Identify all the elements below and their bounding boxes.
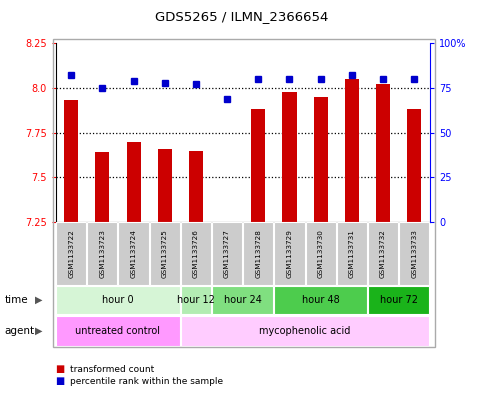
Text: mycophenolic acid: mycophenolic acid [259, 326, 351, 336]
Bar [283, 92, 297, 222]
Text: time: time [5, 295, 28, 305]
Text: hour 0: hour 0 [102, 295, 134, 305]
Text: GSM1133729: GSM1133729 [286, 229, 293, 278]
Text: percentile rank within the sample: percentile rank within the sample [70, 377, 223, 386]
Text: GSM1133723: GSM1133723 [99, 229, 105, 278]
Text: agent: agent [5, 326, 35, 336]
Text: hour 72: hour 72 [380, 295, 418, 305]
Bar [189, 151, 203, 222]
Text: hour 24: hour 24 [224, 295, 262, 305]
Text: GSM1133733: GSM1133733 [411, 229, 417, 278]
Text: GSM1133728: GSM1133728 [256, 229, 261, 278]
Text: GSM1133731: GSM1133731 [349, 229, 355, 278]
Text: ▶: ▶ [35, 295, 43, 305]
Text: ▶: ▶ [35, 326, 43, 336]
Text: untreated control: untreated control [75, 326, 160, 336]
Text: ■: ■ [56, 376, 65, 386]
Bar [313, 97, 327, 222]
Bar [95, 152, 109, 222]
Bar [127, 141, 141, 222]
Text: GSM1133730: GSM1133730 [318, 229, 324, 278]
Bar [251, 109, 265, 222]
Text: GSM1133724: GSM1133724 [130, 229, 137, 278]
Bar [407, 109, 421, 222]
Text: ■: ■ [56, 364, 65, 375]
Bar [345, 79, 359, 222]
Text: GSM1133732: GSM1133732 [380, 229, 386, 278]
Text: GSM1133725: GSM1133725 [162, 229, 168, 278]
Bar [158, 149, 172, 222]
Text: hour 12: hour 12 [177, 295, 215, 305]
Text: GSM1133726: GSM1133726 [193, 229, 199, 278]
Bar [64, 101, 78, 222]
Text: GSM1133722: GSM1133722 [68, 229, 74, 278]
Text: transformed count: transformed count [70, 365, 154, 374]
Text: hour 48: hour 48 [302, 295, 340, 305]
Text: GDS5265 / ILMN_2366654: GDS5265 / ILMN_2366654 [155, 10, 328, 23]
Bar [376, 84, 390, 222]
Text: GSM1133727: GSM1133727 [224, 229, 230, 278]
